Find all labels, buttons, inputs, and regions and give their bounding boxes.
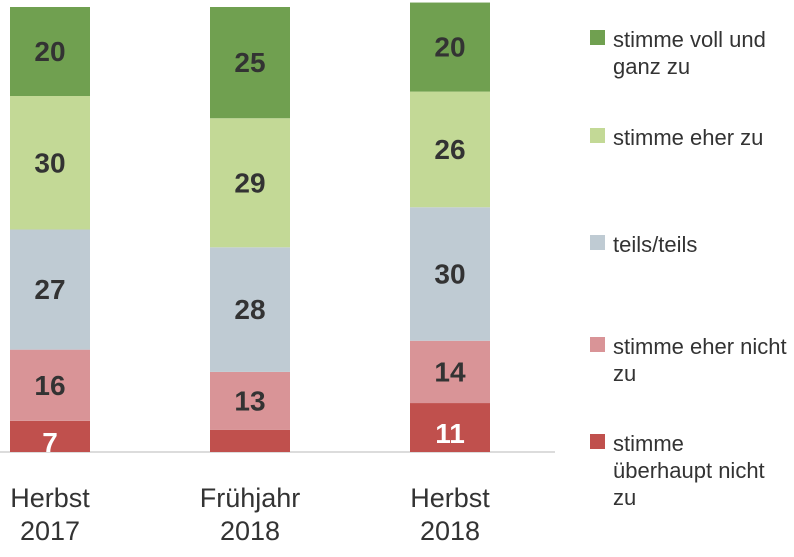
data-label: 7 xyxy=(42,427,58,458)
bar-segment xyxy=(410,91,490,208)
legend-item: stimme voll und ganz zu xyxy=(590,26,790,80)
legend-swatch xyxy=(590,128,605,143)
legend-item: teils/teils xyxy=(590,231,790,258)
bar-segment xyxy=(10,349,90,421)
data-label: 29 xyxy=(234,167,265,198)
data-label: 20 xyxy=(434,32,465,63)
data-label: 20 xyxy=(34,36,65,67)
legend-swatch xyxy=(590,30,605,45)
bar-segment xyxy=(410,207,490,341)
legend-swatch xyxy=(590,337,605,352)
bar-segment xyxy=(410,340,490,404)
data-label: 27 xyxy=(34,274,65,305)
data-label: 28 xyxy=(234,294,265,325)
data-label: 30 xyxy=(434,259,465,290)
x-tick-label: Herbst 2017 xyxy=(10,483,90,546)
legend-label: stimme eher nicht zu xyxy=(613,334,787,386)
data-label: 26 xyxy=(434,134,465,165)
bar-segment xyxy=(210,429,290,452)
bar-segment xyxy=(210,371,290,430)
data-label: 11 xyxy=(435,418,465,449)
bar-segment xyxy=(10,7,90,96)
legend-swatch xyxy=(590,235,605,250)
data-label: 13 xyxy=(234,385,265,416)
legend-item: stimme eher nicht zu xyxy=(590,333,790,387)
legend-item: stimme überhaupt nicht zu xyxy=(590,430,790,511)
legend-swatch xyxy=(590,434,605,449)
x-tick-label: Herbst 2018 xyxy=(410,483,490,546)
bar-segment xyxy=(10,229,90,350)
data-label: 25 xyxy=(234,47,265,78)
bar-segment xyxy=(410,403,490,452)
data-label: 30 xyxy=(34,147,65,178)
bar-segment xyxy=(210,118,290,248)
bar-segment xyxy=(10,420,90,452)
bar-segment xyxy=(10,96,90,230)
bar-segment xyxy=(410,2,490,92)
legend-label: stimme voll und ganz zu xyxy=(613,27,766,79)
x-tick-label: Frühjahr 2018 xyxy=(199,483,301,546)
legend-label: teils/teils xyxy=(613,232,698,257)
legend-item: stimme eher zu xyxy=(590,124,790,151)
data-label: 14 xyxy=(434,356,466,387)
bar-segment xyxy=(210,247,290,372)
legend-label: stimme überhaupt nicht zu xyxy=(613,431,765,510)
legend-label: stimme eher zu xyxy=(613,125,764,150)
data-label: 16 xyxy=(34,370,65,401)
bar-segment xyxy=(210,7,290,119)
